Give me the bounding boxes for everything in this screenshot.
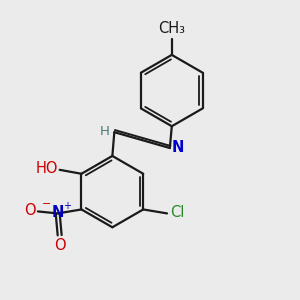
Text: CH₃: CH₃ — [158, 21, 185, 36]
Text: +: + — [63, 202, 70, 212]
Text: O: O — [54, 238, 65, 253]
Text: N: N — [172, 140, 184, 154]
Text: HO: HO — [35, 161, 58, 176]
Text: O: O — [24, 203, 36, 218]
Text: H: H — [100, 125, 110, 138]
Text: N: N — [52, 205, 64, 220]
Text: −: − — [42, 200, 51, 209]
Text: Cl: Cl — [170, 205, 184, 220]
